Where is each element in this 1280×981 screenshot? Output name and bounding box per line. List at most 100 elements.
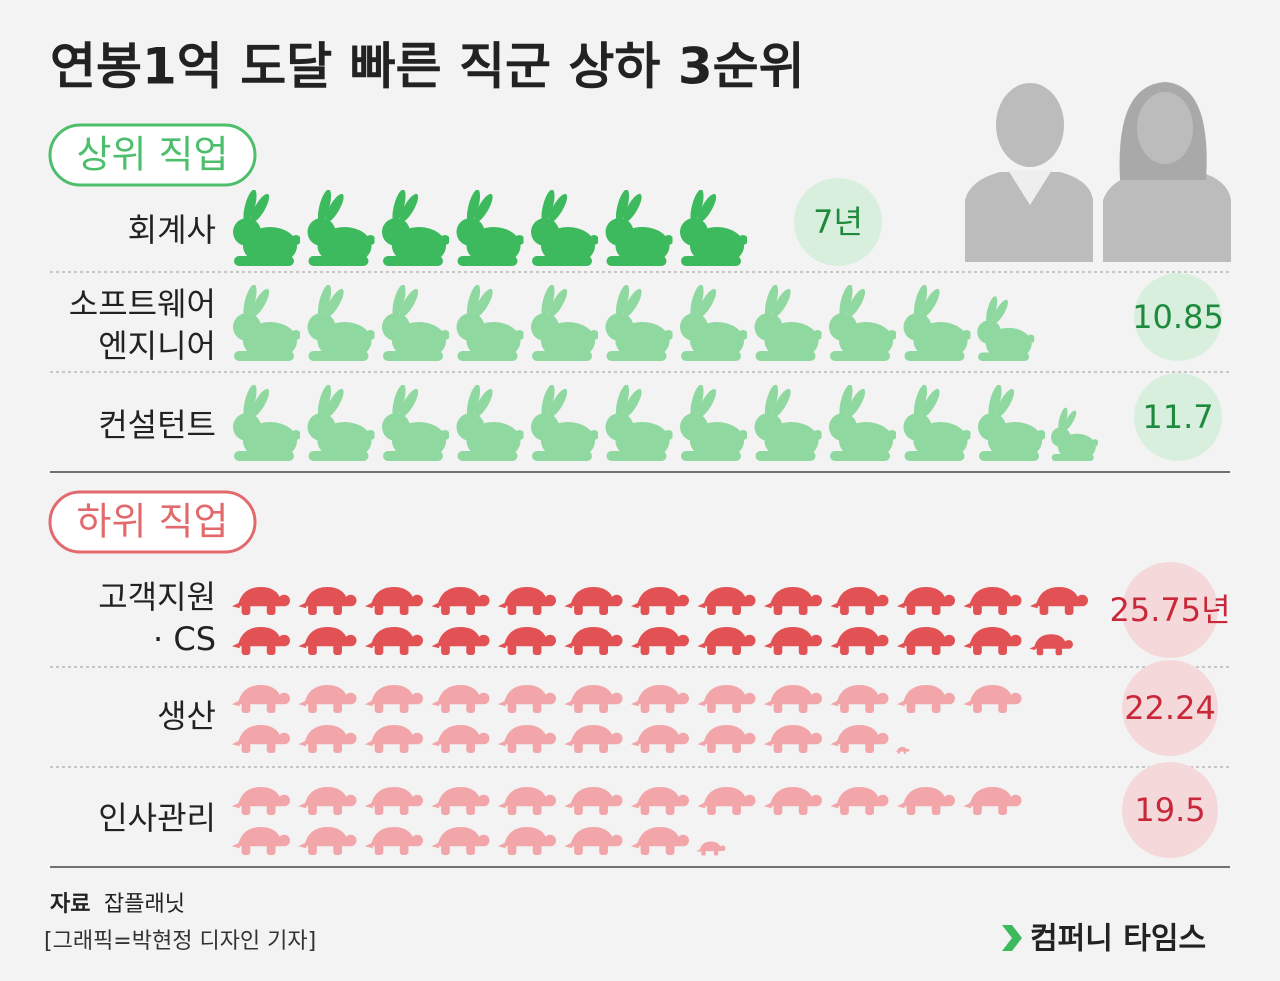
rabbit-icon <box>978 385 1045 461</box>
value-circle <box>1122 762 1218 858</box>
credit: [그래픽=박현정 디자인 기자] <box>44 929 316 954</box>
rabbit-icon <box>605 385 673 461</box>
turtle-icon <box>231 826 290 856</box>
value-circle <box>1134 273 1222 361</box>
category-label: 컨설턴트 <box>98 406 216 444</box>
turtle-icon <box>431 826 490 856</box>
turtle-icon <box>497 724 556 754</box>
title: 연봉1억 도달 빠른 직군 상하 3순위 <box>50 38 805 96</box>
value-circle <box>794 178 882 266</box>
turtle-icon <box>963 684 1022 714</box>
rabbit-icon <box>382 385 449 461</box>
turtle-icon <box>896 684 955 714</box>
rabbit-icon <box>531 190 598 266</box>
value-circle <box>1134 373 1222 461</box>
turtle-icon <box>830 586 889 616</box>
turtle-icon <box>364 586 423 616</box>
turtle-icon <box>763 586 822 616</box>
value-label: 11.7 <box>1142 398 1213 436</box>
turtle-icon <box>896 626 955 656</box>
rabbit-icon <box>382 285 449 361</box>
turtle-icon <box>895 747 910 754</box>
turtle-icon <box>763 724 822 754</box>
rabbit-icon <box>829 285 896 361</box>
rabbit-icon <box>382 190 449 266</box>
turtle-icon <box>298 724 357 754</box>
turtle-icon <box>896 586 955 616</box>
turtle-icon <box>231 626 290 656</box>
turtle-icon <box>497 684 556 714</box>
turtle-icon <box>298 586 357 616</box>
turtle-icon <box>564 786 623 816</box>
turtle-icon <box>231 786 290 816</box>
turtle-icon <box>431 626 490 656</box>
turtle-icon <box>630 586 689 616</box>
turtle-icon <box>231 586 290 616</box>
turtle-icon <box>364 786 423 816</box>
rabbit-icon <box>456 385 524 461</box>
category-label: 생산 <box>157 697 216 735</box>
turtle-icon <box>298 626 357 656</box>
turtle-icon <box>564 826 623 856</box>
section-label-box <box>48 490 257 554</box>
section-label: 상위 직업 <box>77 133 229 177</box>
turtle-icon <box>564 724 623 754</box>
value-circle <box>1122 660 1218 756</box>
rabbit-icon <box>605 190 673 266</box>
brand: 컴퍼니 타임스 <box>1030 922 1206 957</box>
section-label-box <box>48 123 257 187</box>
pictogram-row <box>231 586 1088 656</box>
value-label: 7년 <box>813 203 863 241</box>
pictogram-row <box>233 285 1035 361</box>
turtle-icon <box>364 626 423 656</box>
turtle-icon <box>896 786 955 816</box>
turtle-icon <box>364 826 423 856</box>
value-label: 25.75년 <box>1109 591 1230 629</box>
rabbit-icon <box>829 385 896 461</box>
rabbit-icon <box>680 190 747 266</box>
turtle-icon <box>564 684 623 714</box>
turtle-icon <box>697 684 756 714</box>
rabbit-icon <box>233 385 300 461</box>
value-label: 19.5 <box>1134 791 1205 829</box>
turtle-icon <box>630 826 689 856</box>
value-label: 10.85 <box>1132 298 1224 336</box>
turtle-icon <box>830 684 889 714</box>
turtle-icon <box>830 626 889 656</box>
rabbit-icon <box>977 296 1035 361</box>
rabbit-icon <box>1051 407 1098 461</box>
category-label: 고객지원 · CS <box>98 578 216 658</box>
turtle-icon <box>231 684 290 714</box>
turtle-icon <box>963 586 1022 616</box>
rabbit-icon <box>903 385 971 461</box>
rabbit-icon <box>307 385 375 461</box>
rabbit-icon <box>903 285 971 361</box>
turtle-icon <box>431 786 490 816</box>
turtle-icon <box>497 826 556 856</box>
rabbit-icon <box>680 385 747 461</box>
turtle-icon <box>431 724 490 754</box>
turtle-icon <box>298 684 357 714</box>
rabbit-icon <box>456 190 524 266</box>
turtle-icon <box>298 826 357 856</box>
turtle-icon <box>697 724 756 754</box>
rabbit-icon <box>307 190 375 266</box>
turtle-icon <box>963 786 1022 816</box>
turtle-icon <box>497 586 556 616</box>
turtle-icon <box>697 626 756 656</box>
category-label: 회계사 <box>127 211 216 249</box>
people-illustration <box>965 82 1231 262</box>
turtle-icon <box>963 626 1022 656</box>
turtle-icon <box>364 684 423 714</box>
turtle-icon <box>630 724 689 754</box>
value-label: 22.24 <box>1124 689 1216 727</box>
turtle-icon <box>1029 586 1088 616</box>
pictogram-row <box>233 385 1098 461</box>
rabbit-icon <box>456 285 524 361</box>
rabbit-icon <box>531 285 598 361</box>
rabbit-icon <box>531 385 598 461</box>
category-label: 소프트웨어 엔지니어 <box>68 285 216 365</box>
turtle-icon <box>763 626 822 656</box>
turtle-icon <box>630 786 689 816</box>
turtle-icon <box>431 684 490 714</box>
